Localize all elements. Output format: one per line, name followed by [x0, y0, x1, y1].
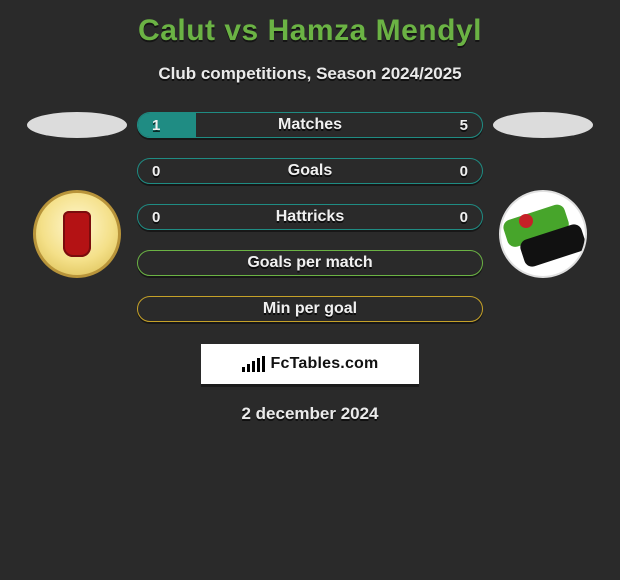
stat-bar: 0Hattricks0 — [137, 204, 483, 230]
stat-bar: 1Matches5 — [137, 112, 483, 138]
subtitle: Club competitions, Season 2024/2025 — [158, 64, 461, 84]
stat-label: Goals — [138, 162, 482, 180]
brand-logo-box[interactable]: FcTables.com — [201, 344, 419, 384]
date-text: 2 december 2024 — [241, 404, 378, 424]
stat-label: Matches — [138, 116, 482, 134]
stat-value-right: 0 — [460, 209, 468, 226]
stat-bar: Min per goal — [137, 296, 483, 322]
badge-dot — [519, 214, 533, 228]
left-column — [17, 112, 137, 278]
stat-bar: Goals per match — [137, 250, 483, 276]
infographic-root: Calut vs Hamza Mendyl Club competitions,… — [0, 0, 620, 434]
club-badge-right — [499, 190, 587, 278]
club-badge-left — [33, 190, 121, 278]
bars-icon — [242, 356, 265, 372]
stat-bars: 1Matches50Goals00Hattricks0Goals per mat… — [137, 112, 483, 322]
main-row: 1Matches50Goals00Hattricks0Goals per mat… — [0, 112, 620, 322]
stat-bar: 0Goals0 — [137, 158, 483, 184]
right-column — [483, 112, 603, 278]
stat-label: Min per goal — [138, 300, 482, 318]
brand-text: FcTables.com — [271, 355, 379, 373]
stat-value-right: 5 — [460, 117, 468, 134]
player-ellipse-left — [27, 112, 127, 138]
player-ellipse-right — [493, 112, 593, 138]
stat-label: Hattricks — [138, 208, 482, 226]
page-title: Calut vs Hamza Mendyl — [138, 14, 482, 48]
stat-value-right: 0 — [460, 163, 468, 180]
stat-label: Goals per match — [138, 254, 482, 272]
